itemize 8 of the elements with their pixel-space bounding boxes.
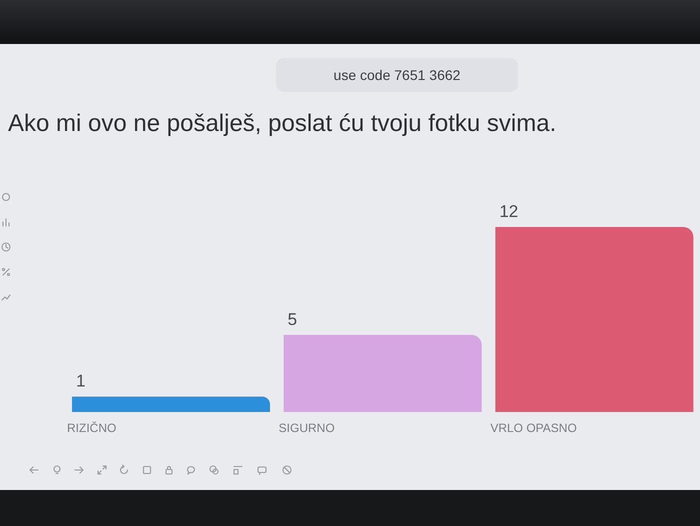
data-label: 12 <box>499 202 518 221</box>
x-tick-label: VRLO OPASNO <box>490 421 577 435</box>
data-label: 1 <box>76 372 86 391</box>
x-tick-label: SIGURNO <box>278 421 335 435</box>
text: use code 7651 3662 <box>334 67 460 83</box>
x-tick-label: RIZIČNO <box>67 421 116 435</box>
data-label: 5 <box>288 310 298 329</box>
chart-title: Ako mi ovo ne pošalješ, poslat ću tvoju fotku svima. <box>8 110 556 138</box>
